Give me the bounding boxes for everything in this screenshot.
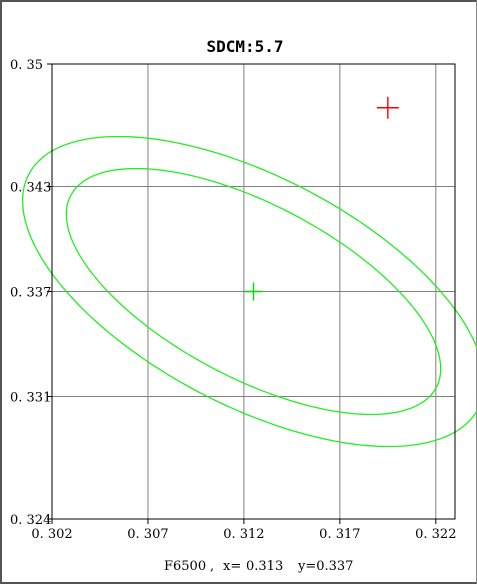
x-tick-label: 0. 307 <box>127 527 168 542</box>
y-tick-label: 0. 337 <box>10 286 51 301</box>
y-tick-label: 0. 331 <box>10 391 51 406</box>
x-tick-label: 0. 322 <box>415 527 456 542</box>
x-tick-label: 0. 302 <box>31 527 72 542</box>
footer-x-label: x= <box>223 559 241 574</box>
footer-x-value: 0.313 <box>246 559 283 574</box>
x-tick-label: 0. 312 <box>223 527 264 542</box>
center-point-marker <box>245 283 263 301</box>
x-tick-label: 0. 317 <box>319 527 360 542</box>
y-tick-label: 0. 324 <box>10 513 51 528</box>
y-tick-label: 0. 35 <box>10 58 43 73</box>
y-tick-label: 0. 343 <box>10 181 51 196</box>
chart-title: SDCM:5.7 <box>206 37 283 56</box>
footer-name: F6500 <box>164 559 206 574</box>
tick-label-layer: 0. 302 0. 307 0. 312 0. 317 0. 322 0. 35 0. 34… <box>10 58 456 542</box>
footer-separator: , <box>210 559 214 574</box>
footer-y-label: y=0.337 <box>297 559 353 574</box>
sample-point-marker <box>377 97 399 119</box>
